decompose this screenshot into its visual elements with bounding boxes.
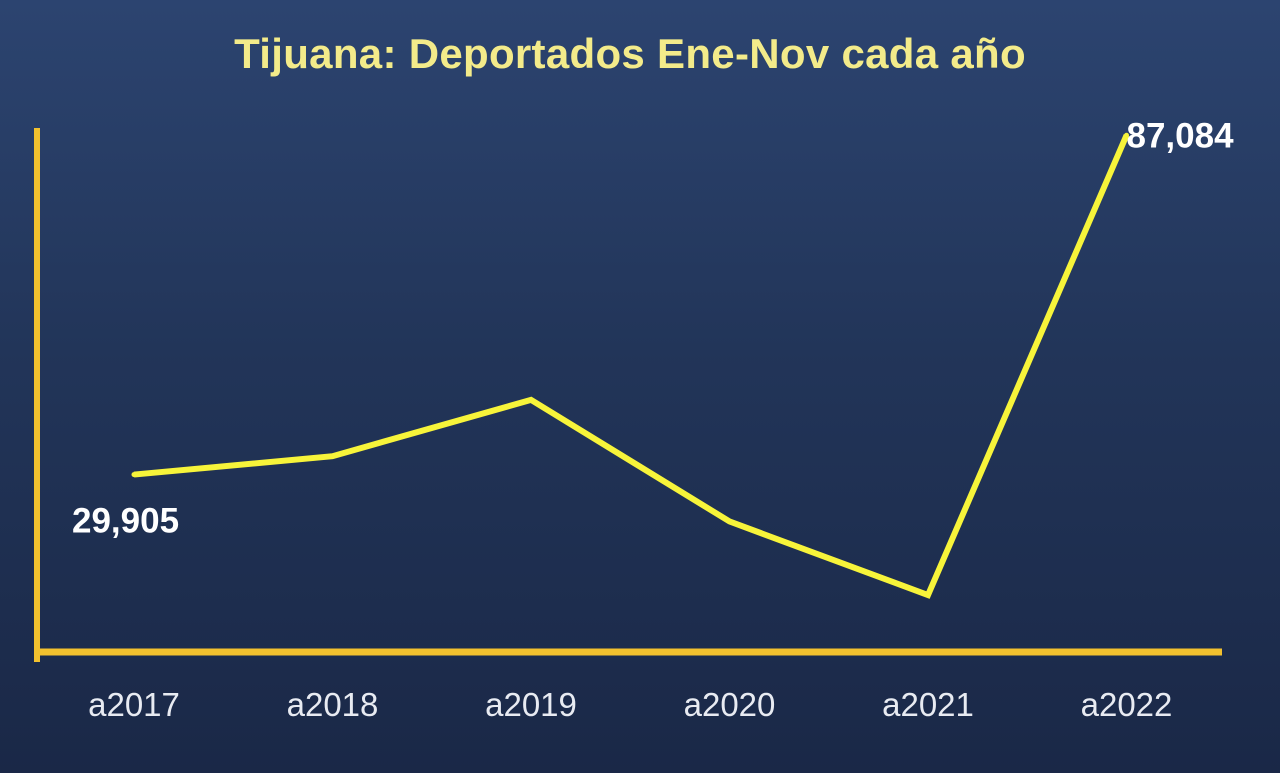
x-tick-label: a2021 <box>882 686 974 723</box>
data-point-a2018 <box>330 453 335 459</box>
series-line <box>133 134 1130 599</box>
x-tick-label: a2020 <box>684 686 776 723</box>
x-tick-label: a2019 <box>485 686 577 723</box>
chart-title: Tijuana: Deportados Ene-Nov cada año <box>234 30 1026 77</box>
data-point-a2020 <box>727 518 732 524</box>
data-point-a2022 <box>1124 132 1129 138</box>
axes <box>34 128 1222 662</box>
data-point-a2019 <box>528 397 534 403</box>
x-tick-label: a2018 <box>287 686 379 723</box>
series-layer <box>131 132 1130 599</box>
data-label: 87,084 <box>1127 116 1235 155</box>
data-point-a2021 <box>925 592 931 598</box>
data-point-a2017 <box>131 472 137 478</box>
x-tick-label: a2017 <box>88 686 180 723</box>
x-tick-labels: a2017 a2018 a2019 a2020 a2021 a2022 <box>88 686 1172 723</box>
data-label: 29,905 <box>72 502 179 541</box>
data-labels: 29,905 87,084 <box>72 116 1234 540</box>
x-tick-label: a2022 <box>1081 686 1173 723</box>
